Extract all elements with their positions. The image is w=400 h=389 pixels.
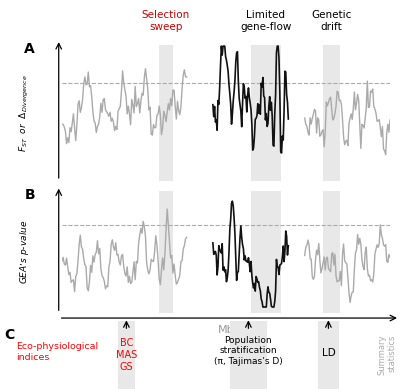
Text: Mb: Mb: [218, 325, 234, 335]
Text: GEA’s $p$-value: GEA’s $p$-value: [18, 220, 31, 284]
Bar: [250, 191, 281, 313]
Bar: [250, 45, 281, 181]
Text: B: B: [24, 188, 35, 202]
Bar: [230, 321, 267, 389]
Bar: [323, 45, 340, 181]
Text: $F_{ST}$  or  $\Delta_{Divergence}$: $F_{ST}$ or $\Delta_{Divergence}$: [18, 74, 31, 152]
Bar: [323, 191, 340, 313]
Text: LD: LD: [322, 348, 335, 358]
Text: A: A: [24, 42, 35, 56]
Bar: [159, 45, 172, 181]
Text: Eco-physiological
indices: Eco-physiological indices: [16, 342, 98, 362]
Text: Limited
gene-flow: Limited gene-flow: [240, 10, 291, 32]
Text: BC
MAS
GS: BC MAS GS: [116, 338, 137, 372]
Text: Selection
sweep: Selection sweep: [142, 10, 190, 32]
Text: Population
stratification
(π, Tajimas’s D): Population stratification (π, Tajimas’s …: [214, 336, 283, 366]
Bar: [118, 321, 135, 389]
Text: Genetic
drift: Genetic drift: [311, 10, 352, 32]
Text: C: C: [4, 328, 14, 342]
Text: Summary
statistics: Summary statistics: [378, 335, 397, 375]
Bar: [318, 321, 339, 389]
Bar: [159, 191, 172, 313]
